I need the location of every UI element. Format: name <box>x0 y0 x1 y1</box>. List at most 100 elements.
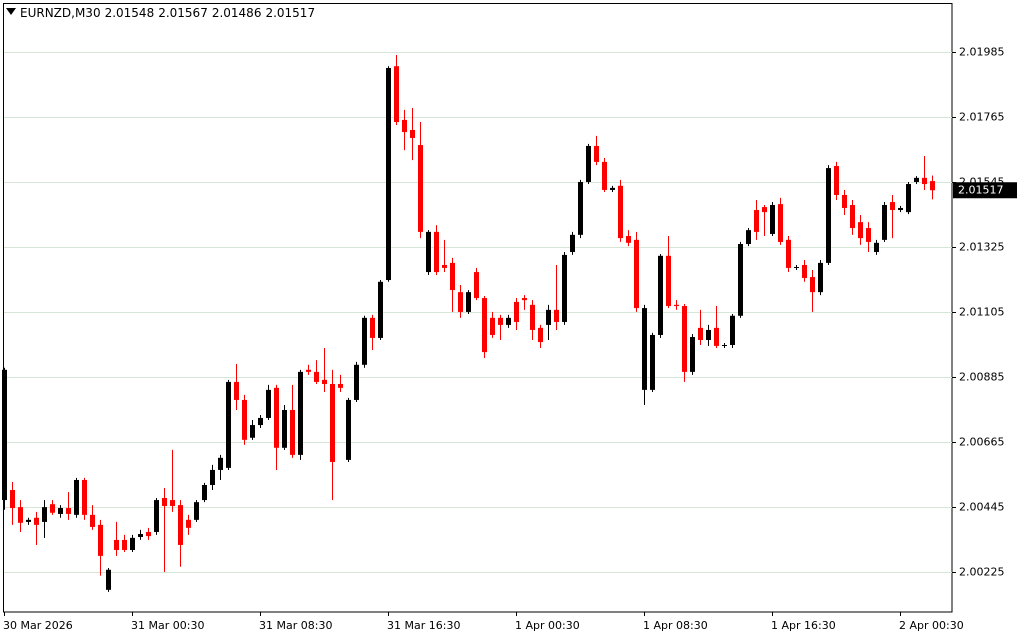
last-price-label: 2.01517 <box>958 184 1004 197</box>
candle-body <box>826 168 831 263</box>
candle-body <box>330 383 335 462</box>
candle-body <box>2 369 7 501</box>
symbol-title: EURNZD,M30 <box>20 6 101 20</box>
x-tick-label: 31 Mar 00:30 <box>131 619 204 632</box>
candle-body <box>186 519 191 528</box>
candle-body <box>874 242 879 252</box>
y-tick-label: 2.00225 <box>959 566 1005 579</box>
candle-body <box>130 537 135 550</box>
y-tick-label: 2.00665 <box>959 436 1005 449</box>
candle-body <box>202 485 207 501</box>
candle-body <box>314 371 319 382</box>
candle-body <box>594 145 599 162</box>
candle-body <box>602 161 607 190</box>
x-tick-label: 1 Apr 08:30 <box>643 619 708 632</box>
candle-body <box>250 425 255 438</box>
candle-body <box>866 228 871 242</box>
candle-body <box>34 517 39 525</box>
candle-body <box>178 505 183 545</box>
candle-body <box>386 67 391 281</box>
candle-body <box>122 539 127 550</box>
x-tick-label: 30 Mar 2026 <box>3 619 73 632</box>
candle-body <box>90 514 95 527</box>
candle-body <box>346 399 351 460</box>
candle-body <box>850 205 855 229</box>
candle-body <box>154 500 159 532</box>
menu-arrow[interactable] <box>6 8 16 15</box>
x-tick-label: 2 Apr 00:30 <box>899 619 964 632</box>
candle-body <box>658 255 663 335</box>
candle-body <box>66 508 71 514</box>
candle-body <box>106 569 111 590</box>
candle-body <box>146 531 151 537</box>
y-tick-label: 2.00445 <box>959 501 1005 514</box>
candle-body <box>930 181 935 191</box>
x-tick-label: 31 Mar 08:30 <box>259 619 332 632</box>
candle-body <box>498 317 503 325</box>
candle-body <box>666 255 671 307</box>
last-price-box <box>953 182 1017 199</box>
header-open: 2.01548 <box>104 6 155 20</box>
candle-body <box>626 236 631 243</box>
candle-body <box>722 345 727 347</box>
header-close: 2.01517 <box>265 6 316 20</box>
candle-body <box>610 187 615 190</box>
candle-body <box>98 524 103 556</box>
candle-body <box>258 417 263 426</box>
candle-body <box>810 277 815 293</box>
candle-body <box>530 304 535 330</box>
candle-body <box>434 231 439 273</box>
candle-body <box>882 205 887 240</box>
y-tick-label: 2.01765 <box>959 111 1005 124</box>
candle-body <box>138 534 143 537</box>
candle-body <box>290 409 295 455</box>
candle-body <box>26 519 31 522</box>
candle-body <box>898 207 903 211</box>
candle-body <box>210 469 215 486</box>
candle-body <box>730 315 735 346</box>
candle-body <box>842 194 847 208</box>
candle-body <box>514 301 519 322</box>
candle-body <box>922 177 927 185</box>
header-low: 2.01486 <box>211 6 262 20</box>
x-tick-label: 1 Apr 16:30 <box>771 619 836 632</box>
candle-body <box>82 479 87 515</box>
candle-body <box>762 207 767 213</box>
candle-body <box>338 383 343 388</box>
y-tick-label: 2.01325 <box>959 241 1005 254</box>
candle-body <box>354 364 359 400</box>
candle-body <box>322 379 327 384</box>
candle-body <box>194 502 199 520</box>
candle-body <box>42 507 47 522</box>
candle-body <box>738 244 743 316</box>
candle-body <box>170 500 175 506</box>
y-tick-label: 2.00885 <box>959 371 1005 384</box>
candle-body <box>226 381 231 468</box>
candle-body <box>74 479 79 515</box>
y-tick-label: 2.01985 <box>959 46 1005 59</box>
candle-body <box>858 222 863 239</box>
candle-body <box>578 181 583 235</box>
candle-body <box>834 166 839 195</box>
candle-body <box>698 327 703 340</box>
candle-body <box>706 329 711 340</box>
candle-body <box>466 292 471 312</box>
candle-body <box>306 369 311 372</box>
candle-body <box>402 119 407 133</box>
candle-body <box>634 239 639 309</box>
candle-body <box>474 272 479 299</box>
candle-body <box>114 539 119 550</box>
candle-body <box>794 267 799 269</box>
candle-body <box>442 264 447 268</box>
candle-body <box>674 304 679 307</box>
candle-body <box>378 281 383 338</box>
candle-body <box>754 210 759 232</box>
candle-body <box>618 185 623 239</box>
candle-body <box>218 457 223 470</box>
candle-body <box>274 387 279 448</box>
candle-body <box>506 317 511 325</box>
candle-body <box>586 145 591 182</box>
chart-header: EURNZD,M30 2.01548 2.01567 2.01486 2.01517 <box>6 5 319 21</box>
